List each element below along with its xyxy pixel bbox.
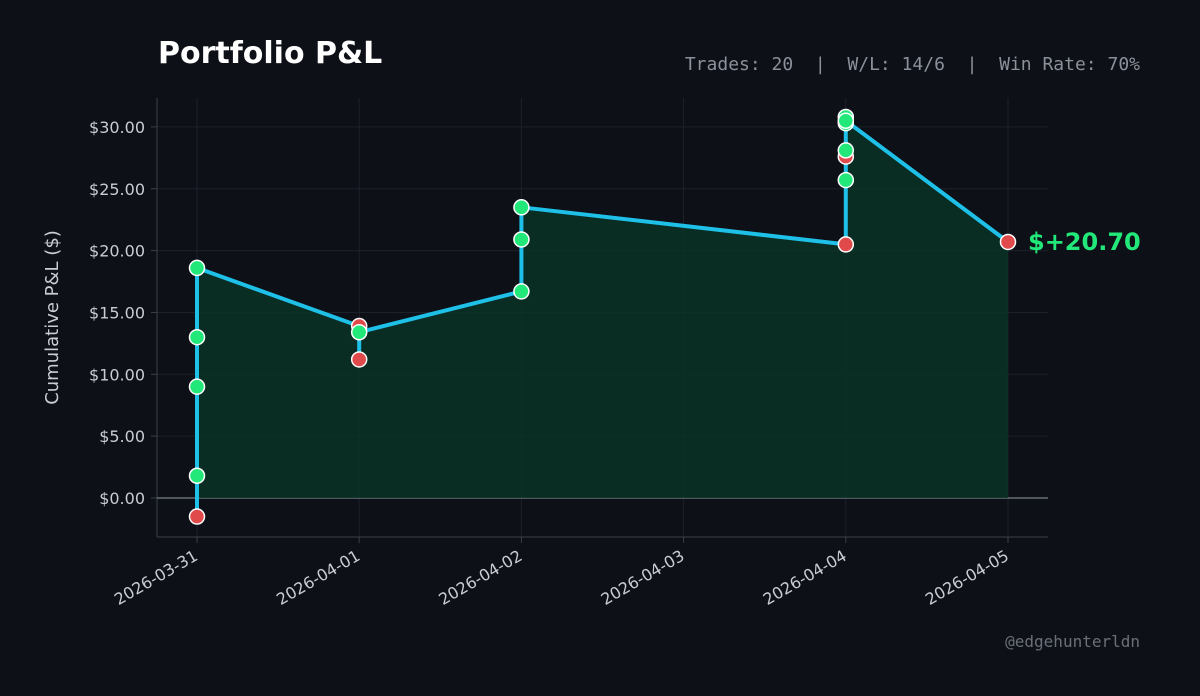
win-trade-point	[513, 231, 530, 248]
win-trade-point	[513, 283, 530, 300]
win-trade-point	[350, 323, 368, 341]
win-trade-point	[837, 142, 855, 159]
final-pnl-label: $+20.70	[1028, 228, 1141, 256]
win-trade-point	[188, 259, 206, 277]
chart-title: Portfolio P&L	[158, 36, 383, 71]
win-trade-point	[837, 112, 855, 129]
loss-trade-point	[999, 233, 1017, 251]
x-tick-label: 2026-04-01	[273, 546, 363, 609]
y-tick-label: $15.00	[89, 303, 145, 322]
win-trade-point	[837, 171, 855, 189]
y-tick-label: $5.00	[99, 427, 145, 446]
loss-trade-point	[837, 236, 855, 253]
win-trade-point	[513, 199, 530, 216]
y-tick-label: $20.00	[89, 242, 145, 261]
loss-trade-point	[188, 508, 206, 525]
x-tick-label: 2026-03-31	[111, 546, 201, 609]
x-tick-label: 2026-04-03	[598, 546, 688, 609]
x-tick-label: 2026-04-02	[435, 546, 525, 609]
x-tick-label: 2026-04-05	[922, 546, 1012, 609]
watermark: @edgehunterldn	[1005, 632, 1140, 651]
win-trade-point	[188, 378, 206, 395]
trade-stats: Trades: 20 | W/L: 14/6 | Win Rate: 70%	[684, 54, 1140, 75]
pnl-area-fill	[197, 117, 1008, 517]
y-tick-label: $0.00	[99, 489, 145, 508]
loss-trade-point	[350, 351, 368, 368]
y-tick-label: $25.00	[89, 180, 145, 199]
trade-points	[188, 108, 1017, 525]
y-tick-label: $30.00	[89, 118, 145, 137]
win-trade-point	[188, 467, 206, 484]
y-tick-label: $10.00	[89, 365, 145, 384]
y-axis-label: Cumulative P&L ($)	[42, 230, 63, 405]
x-tick-label: 2026-04-04	[760, 546, 850, 609]
win-trade-point	[188, 328, 206, 346]
